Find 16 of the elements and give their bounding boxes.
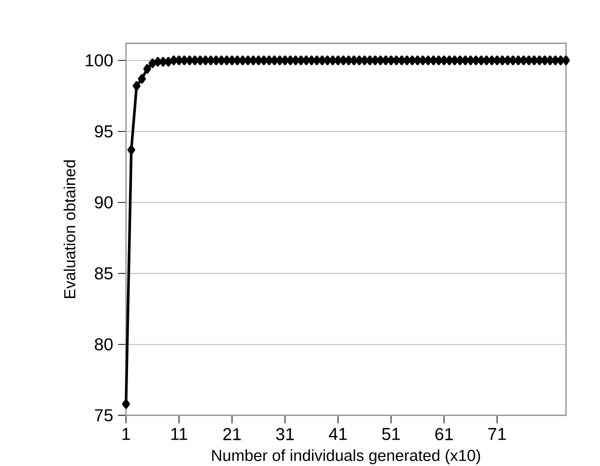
y-tick-label: 85 [94, 267, 113, 280]
x-tick-label: 11 [171, 428, 188, 440]
x-tick-label: 21 [223, 428, 241, 440]
x-tick-label: 61 [435, 428, 453, 440]
y-tick-label: 95 [94, 125, 113, 138]
x-tick-label: 41 [328, 428, 347, 440]
y-tick-label: 75 [94, 409, 113, 422]
x-tick-label: 51 [382, 428, 400, 440]
x-tick-label: 31 [276, 428, 294, 440]
y-tick-label: 90 [94, 196, 113, 208]
x-tick-label: 1 [122, 428, 130, 440]
x-axis-title: Number of individuals generated (x10) [212, 449, 480, 464]
y-axis-title: Evaluation obtained [64, 160, 76, 298]
x-tick-label: 71 [488, 428, 506, 440]
y-tick-label: 80 [94, 338, 113, 350]
y-tick-label: 100 [86, 54, 113, 66]
